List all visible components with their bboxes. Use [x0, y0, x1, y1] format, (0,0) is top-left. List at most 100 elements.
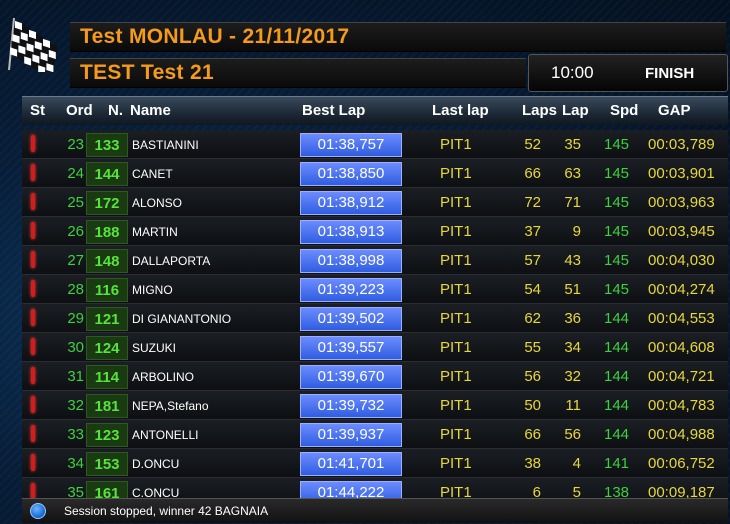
- row-ord: 26: [67, 223, 84, 240]
- row-lap: 51: [564, 281, 581, 298]
- row-laps: 38: [524, 455, 541, 472]
- row-gap: 00:04,553: [648, 310, 715, 327]
- row-gap: 00:04,721: [648, 368, 715, 385]
- row-spd: 145: [604, 223, 630, 240]
- row-spd: 138: [604, 484, 630, 501]
- row-best-lap-badge: 01:38,757: [300, 133, 402, 157]
- row-spd: 144: [604, 368, 630, 385]
- row-ord: 25: [67, 194, 84, 211]
- row-ord: 24: [67, 165, 84, 182]
- row-laps: 54: [524, 281, 541, 298]
- row-num: 124: [94, 340, 120, 357]
- row-best-lap-badge: 01:39,223: [300, 278, 402, 302]
- red-led-icon: [31, 193, 35, 210]
- row-best-lap-badge: 01:41,701: [300, 452, 402, 476]
- red-led-icon: [31, 454, 35, 471]
- table-row[interactable]: 29 121 DI GIANANTONIO 01:39,502 PIT1 62 36 144 0…: [22, 304, 728, 333]
- col-lap: Lap: [562, 102, 589, 119]
- row-best-lap: 01:39,670: [317, 368, 385, 385]
- table-row[interactable]: 25 172 ALONSO 01:38,912 PIT1 72 71 145 00:03,963: [22, 188, 728, 217]
- row-num: 144: [94, 166, 120, 183]
- row-lap: 71: [564, 194, 581, 211]
- row-num: 123: [94, 427, 120, 444]
- red-led-icon: [31, 367, 35, 384]
- table-row[interactable]: 32 181 NEPA,Stefano 01:39,732 PIT1 50 11 144 00:…: [22, 391, 728, 420]
- row-name: C.ONCU: [132, 486, 180, 500]
- row-name: DI GIANANTONIO: [132, 312, 232, 326]
- table-row[interactable]: 34 153 D.ONCU 01:41,701 PIT1 38 4 141 00:06,752: [22, 449, 728, 478]
- row-spd: 144: [604, 339, 630, 356]
- col-name: Name: [130, 102, 171, 119]
- table-row[interactable]: 26 188 MARTIN 01:38,913 PIT1 37 9 145 00:03,945: [22, 217, 728, 246]
- row-gap: 00:04,030: [648, 252, 715, 269]
- row-best-lap: 01:39,502: [317, 310, 385, 327]
- row-last-lap: PIT1: [440, 194, 472, 211]
- col-spd: Spd: [610, 102, 639, 119]
- red-led-icon: [31, 309, 35, 326]
- row-num: 133: [94, 137, 120, 154]
- table-row[interactable]: 30 124 SUZUKI 01:39,557 PIT1 55 34 144 00:04,608: [22, 333, 728, 362]
- red-led-icon: [31, 164, 35, 181]
- row-num: 161: [94, 485, 120, 502]
- row-best-lap: 01:38,913: [317, 223, 385, 240]
- row-lap: 43: [564, 252, 581, 269]
- row-num-badge: 133: [86, 133, 128, 157]
- row-spd: 144: [604, 426, 630, 443]
- row-laps: 57: [524, 252, 541, 269]
- row-spd: 145: [604, 165, 630, 182]
- table-row[interactable]: 24 144 CANET 01:38,850 PIT1 66 63 145 00:03,901: [22, 159, 728, 188]
- table-row[interactable]: 31 114 ARBOLINO 01:39,670 PIT1 56 32 144 00:04,7…: [22, 362, 728, 391]
- row-best-lap: 01:44,222: [317, 484, 385, 501]
- info-dot-icon[interactable]: [30, 503, 46, 519]
- row-ord: 35: [67, 484, 84, 501]
- row-ord: 34: [67, 455, 84, 472]
- row-gap: 00:04,274: [648, 281, 715, 298]
- row-laps: 52: [524, 136, 541, 153]
- row-num: 188: [94, 224, 120, 241]
- row-best-lap-badge: 01:39,732: [300, 394, 402, 418]
- row-gap: 00:04,608: [648, 339, 715, 356]
- row-laps: 37: [524, 223, 541, 240]
- table-header: St Ord N. Name Best Lap Last lap Laps La…: [22, 96, 728, 125]
- row-last-lap: PIT1: [440, 223, 472, 240]
- row-lap: 9: [572, 223, 581, 240]
- row-num-badge: 172: [86, 191, 128, 215]
- table-row[interactable]: 28 116 MIGNO 01:39,223 PIT1 54 51 145 00:04,274: [22, 275, 728, 304]
- red-led-icon: [31, 135, 35, 152]
- row-best-lap: 01:39,557: [317, 339, 385, 356]
- col-ord: Ord: [66, 102, 93, 119]
- row-name: ALONSO: [132, 196, 183, 210]
- row-name: ANTONELLI: [132, 428, 199, 442]
- row-ord: 23: [67, 136, 84, 153]
- row-best-lap: 01:38,912: [317, 194, 385, 211]
- row-best-lap-badge: 01:39,502: [300, 307, 402, 331]
- row-lap: 34: [564, 339, 581, 356]
- table-row[interactable]: 33 123 ANTONELLI 01:39,937 PIT1 66 56 144 00:04,…: [22, 420, 728, 449]
- red-led-icon: [31, 222, 35, 239]
- session-status-box: 10:00 FINISH: [528, 54, 728, 92]
- row-name: BASTIANINI: [132, 138, 199, 152]
- row-gap: 00:04,783: [648, 397, 715, 414]
- row-num-badge: 114: [86, 365, 128, 389]
- session-title: TEST Test 21: [80, 61, 214, 84]
- red-led-icon: [31, 483, 35, 500]
- row-num: 121: [94, 311, 120, 328]
- row-lap: 56: [564, 426, 581, 443]
- row-last-lap: PIT1: [440, 310, 472, 327]
- row-num-badge: 121: [86, 307, 128, 331]
- row-last-lap: PIT1: [440, 368, 472, 385]
- col-laps: Laps: [522, 102, 558, 119]
- row-lap: 35: [564, 136, 581, 153]
- row-last-lap: PIT1: [440, 455, 472, 472]
- row-laps: 66: [524, 426, 541, 443]
- table-row[interactable]: 23 133 BASTIANINI 01:38,757 PIT1 52 35 145 00:03…: [22, 130, 728, 159]
- checkered-flag-icon: [8, 17, 57, 72]
- row-ord: 28: [67, 281, 84, 298]
- row-num-badge: 144: [86, 162, 128, 186]
- row-last-lap: PIT1: [440, 281, 472, 298]
- row-name: CANET: [132, 167, 173, 181]
- row-lap: 32: [564, 368, 581, 385]
- row-lap: 36: [564, 310, 581, 327]
- table-row[interactable]: 27 148 DALLAPORTA 01:38,998 PIT1 57 43 145 00:04…: [22, 246, 728, 275]
- col-last-lap: Last lap: [432, 102, 489, 119]
